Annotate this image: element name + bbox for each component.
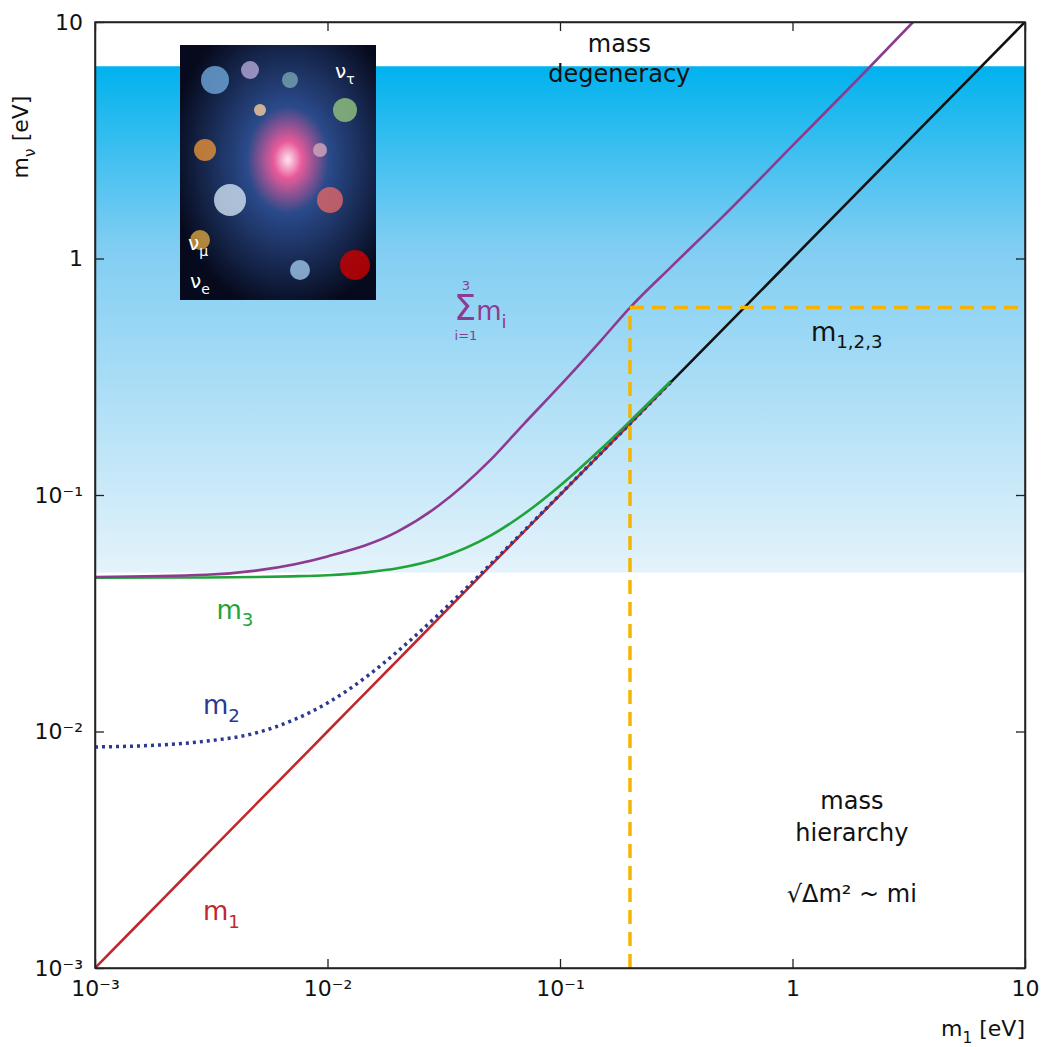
- series-line: [95, 22, 913, 577]
- series-line: [671, 22, 1025, 382]
- sum-index: i=1: [455, 328, 478, 343]
- x-axis-title: m1 [eV]: [941, 1016, 1025, 1047]
- series-label: Σmi: [454, 287, 507, 332]
- inset-orb: [317, 187, 343, 213]
- inset-orb: [282, 72, 298, 88]
- tick-mark: [95, 968, 104, 969]
- x-axis-top: [96, 22, 1026, 31]
- inset-orb: [313, 143, 327, 157]
- inset-label: νμ: [188, 231, 208, 259]
- inset-background: [180, 45, 376, 300]
- tick-mark: [1016, 731, 1025, 732]
- tick: 1: [786, 959, 800, 1001]
- reference-line: [628, 308, 632, 968]
- plot-frame: [95, 22, 1025, 968]
- y-axis: 10⁻³ 10⁻² 10⁻¹ 1 10: [35, 10, 104, 981]
- tick-mark: [95, 495, 104, 496]
- inset-label: ντ: [335, 59, 355, 87]
- inset-orb: [201, 66, 229, 94]
- series-line: [95, 381, 671, 578]
- tick: [1016, 22, 1025, 23]
- tick: [1016, 968, 1025, 969]
- tick: [1016, 495, 1025, 496]
- annotation: √Δm² ~ mi: [787, 880, 917, 908]
- tick-mark: [327, 959, 328, 968]
- tick-mark: [95, 22, 96, 31]
- band-label: massdegeneracy: [548, 30, 690, 88]
- sum-index: 3: [462, 278, 470, 293]
- inset-orb: [241, 61, 259, 79]
- tick-mark: [1016, 968, 1025, 969]
- chart: 10⁻³10⁻²10⁻¹11010⁻³10⁻²10⁻¹110m1 [eV]mν …: [0, 0, 1062, 1047]
- tick: 10⁻²: [35, 719, 104, 744]
- tick-label: 10⁻¹: [536, 976, 584, 1001]
- tick-label: 1: [69, 246, 83, 271]
- tick-mark: [792, 959, 793, 968]
- inset-orb: [290, 260, 310, 280]
- tick-label: 1: [786, 976, 800, 1001]
- inset-label: νe: [190, 269, 210, 297]
- tick: [328, 22, 329, 31]
- tick-label: 10⁻¹: [35, 483, 83, 508]
- tick-mark: [560, 22, 561, 31]
- inset-orb: [254, 104, 266, 116]
- tick-mark: [1016, 22, 1025, 23]
- x-axis: 10⁻³10⁻²10⁻¹110: [71, 959, 1039, 1001]
- series-line: [95, 382, 671, 968]
- annotation: masshierarchy: [795, 787, 908, 847]
- inset-orb: [340, 250, 370, 280]
- tick-label: 10⁻²: [35, 719, 83, 744]
- tick: 10⁻²: [304, 959, 352, 1001]
- series-label: m1,2,3: [811, 317, 883, 353]
- tick-mark: [327, 22, 328, 31]
- tick: [95, 22, 96, 31]
- inset-orb: [333, 98, 357, 122]
- reference-line: [630, 306, 1025, 310]
- tick: 10⁻¹: [536, 959, 584, 1001]
- tick-mark: [1016, 258, 1025, 259]
- tick-mark: [95, 731, 104, 732]
- plot-area: [95, 22, 1025, 968]
- tick-mark: [560, 959, 561, 968]
- series-line: [95, 382, 671, 747]
- tick: 10⁻¹: [35, 483, 104, 508]
- tick: [1016, 259, 1025, 260]
- inset-image: [180, 45, 376, 300]
- tick-mark: [95, 258, 104, 259]
- tick: 1: [69, 246, 104, 271]
- tick-mark: [1016, 495, 1025, 496]
- inset-orb: [194, 139, 216, 161]
- tick-mark: [792, 22, 793, 31]
- tick-label: 10: [55, 10, 83, 35]
- series-label: m3: [217, 595, 254, 631]
- tick-label: 10⁻³: [35, 956, 83, 981]
- y-axis-title: mν [eV]: [8, 96, 39, 179]
- tick: [1016, 732, 1025, 733]
- tick-label: 10⁻²: [304, 976, 352, 1001]
- y-axis-right: [1016, 23, 1026, 969]
- series-label: m1: [203, 896, 240, 932]
- series-label: m2: [203, 690, 240, 726]
- tick: 10⁻³: [35, 956, 104, 981]
- tick: [560, 22, 561, 31]
- inset-orb: [214, 184, 246, 216]
- tick-label: 10: [1012, 976, 1040, 1001]
- tick: [793, 22, 794, 31]
